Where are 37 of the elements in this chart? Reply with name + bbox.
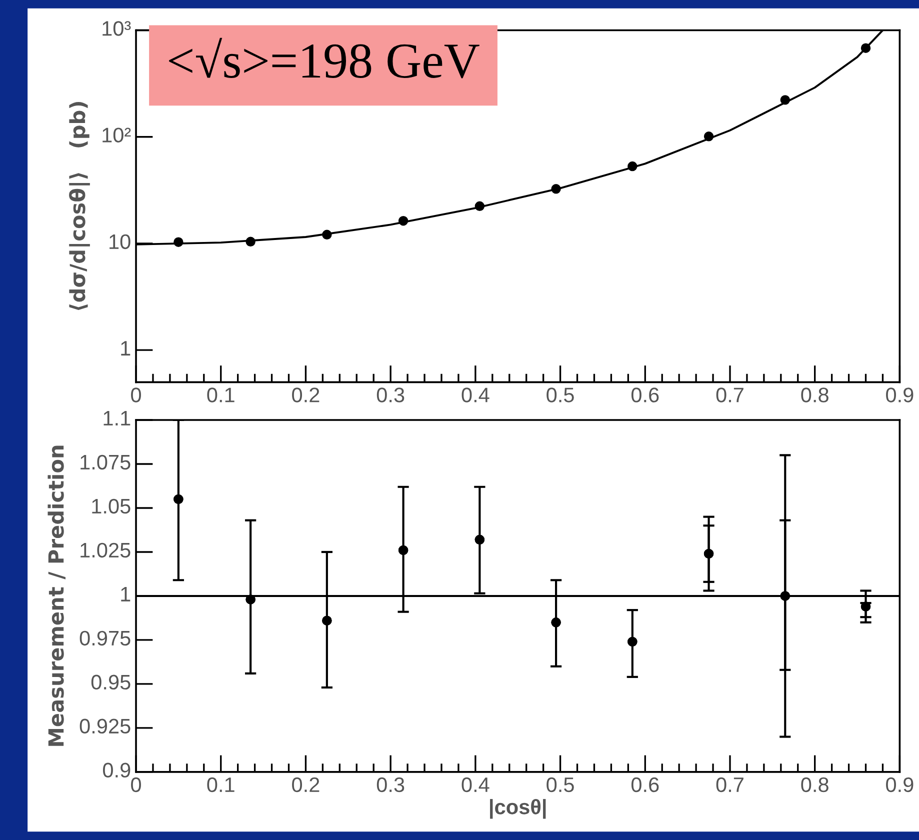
y-tick-label: 10³	[102, 21, 131, 36]
annotation: <√s>=198 GeV	[169, 38, 480, 78]
x-tick-label: 0.3	[376, 777, 404, 792]
y-tick-label: 1.075	[80, 454, 130, 470]
x-axis-title: |cosθ|	[490, 799, 546, 819]
y-tick-label: 0.925	[80, 718, 130, 734]
y-tick-label: 0.9	[103, 762, 130, 778]
x-tick-label: 0.6	[631, 777, 659, 792]
y-axis-title: ⟨dσ/d|cosθ|⟩ (pb)	[69, 102, 90, 310]
y-tick-label: 0.975	[80, 630, 130, 646]
x-tick-label: 0.9	[886, 777, 914, 792]
x-tick-label: 0.8	[801, 777, 828, 792]
x-tick-label: 0.4	[462, 777, 490, 792]
x-tick-label: 0.4	[462, 388, 490, 402]
y-tick-label: 1.025	[80, 542, 130, 558]
x-tick-label: 0.1	[207, 388, 234, 402]
x-tick-label: 0	[131, 388, 141, 402]
x-tick-label: 0.8	[801, 388, 828, 402]
x-tick-label: 0.7	[716, 777, 744, 792]
y-axis-title: Measurement / Prediction	[48, 446, 66, 746]
y-tick-label: 10	[110, 234, 130, 250]
y-tick-label: 0.95	[91, 674, 130, 690]
y-tick-label: 1	[121, 341, 130, 356]
x-tick-label: 0.5	[546, 388, 574, 402]
x-tick-label: 0.6	[631, 388, 659, 402]
x-tick-label: 0.2	[292, 388, 320, 402]
x-tick-label: 0.1	[207, 777, 234, 792]
x-tick-label: 0.2	[292, 777, 320, 792]
x-tick-label: 0.7	[716, 388, 744, 402]
x-tick-label: 0.9	[886, 388, 914, 402]
y-tick-label: 1.05	[92, 498, 130, 514]
x-tick-label: 0	[131, 777, 141, 792]
x-tick-label: 0.5	[546, 777, 574, 792]
y-tick-label: 10²	[102, 128, 131, 142]
x-tick-label: 0.3	[376, 388, 404, 402]
y-tick-label: 1	[121, 587, 130, 602]
y-tick-label: 1.1	[104, 411, 130, 426]
